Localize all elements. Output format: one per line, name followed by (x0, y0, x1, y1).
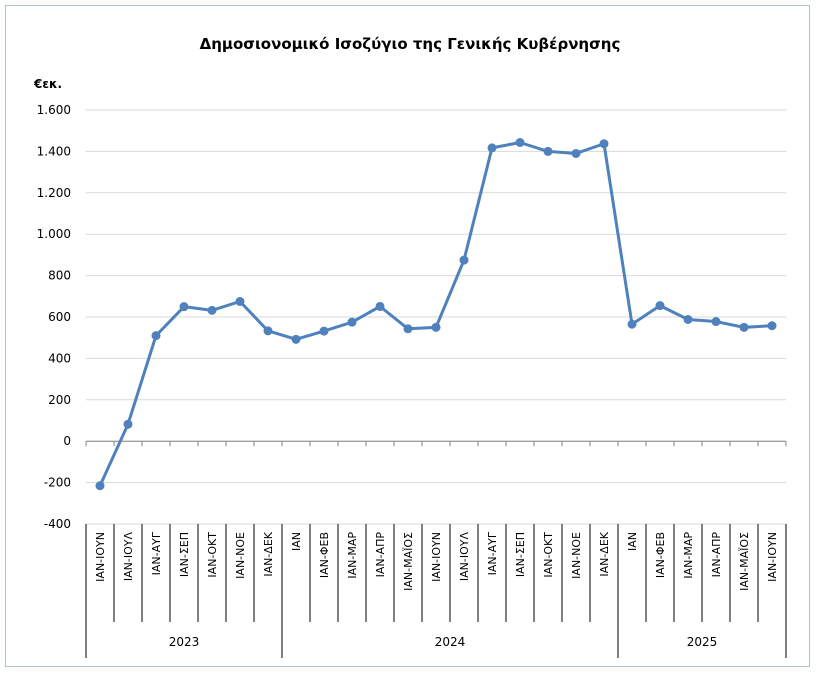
y-axis-unit-label: €εκ. (33, 77, 62, 91)
y-tick-label: 1.200 (37, 186, 71, 200)
x-tick-label: ΙΑΝ-ΙΟΥΛ (122, 532, 135, 582)
x-tick-label: ΙΑΝ-ΙΟΥΝ (766, 532, 779, 582)
data-point (235, 296, 245, 306)
x-tick-label: ΙΑΝ-ΔΕΚ (262, 531, 275, 576)
x-tick-label: ΙΑΝ-ΑΠΡ (374, 532, 387, 578)
x-tick-label: ΙΑΝ (626, 532, 639, 551)
data-point (207, 305, 217, 315)
x-tick-label: ΙΑΝ-ΝΟΕ (234, 532, 247, 579)
year-label: 2023 (169, 635, 200, 649)
data-point (123, 419, 133, 429)
data-point (95, 481, 105, 491)
data-point (431, 322, 441, 332)
y-tick-label: 600 (48, 310, 71, 324)
data-point (179, 302, 189, 312)
y-tick-label: 400 (48, 351, 71, 365)
data-point (543, 146, 553, 156)
data-point (599, 139, 609, 149)
x-tick-label: ΙΑΝ-ΜΑΪΟΣ (402, 532, 415, 591)
y-axis-ticks: -400 -200 0 200 400 600 800 1.000 1.200 1.400 1.60… (37, 103, 71, 531)
data-point (487, 143, 497, 153)
x-tick-label: ΙΑΝ-ΜΑΪΟΣ (738, 532, 751, 591)
y-tick-label: 1.600 (37, 103, 71, 117)
chart-title: Δημοσιονομικό Ισοζύγιο της Γενικής Κυβέρ… (200, 35, 621, 53)
x-tick-label: ΙΑΝ-ΙΟΥΝ (430, 532, 443, 582)
y-tick-label: 200 (48, 393, 71, 407)
x-tick-label: ΙΑΝ-ΝΟΕ (570, 532, 583, 579)
data-point (459, 255, 469, 265)
x-tick-label: ΙΑΝ-ΑΥΓ (486, 531, 499, 575)
x-tick-label: ΙΑΝ-ΦΕΒ (654, 532, 667, 578)
data-point (375, 301, 385, 311)
data-point (655, 301, 665, 311)
x-tick-label: ΙΑΝ-ΔΕΚ (598, 531, 611, 576)
data-point (739, 322, 749, 332)
series-line (98, 140, 773, 487)
x-tick-label: ΙΑΝ-ΟΚΤ (542, 532, 555, 578)
year-label: 2025 (687, 635, 718, 649)
data-point (291, 334, 301, 344)
data-point (403, 324, 413, 334)
y-tick-label: 0 (63, 434, 71, 448)
data-point (263, 326, 273, 336)
x-tick-label: ΙΑΝ-ΦΕΒ (318, 532, 331, 578)
x-tick-label: ΙΑΝ-ΑΥΓ (150, 531, 163, 575)
data-point (683, 314, 693, 324)
data-point (767, 321, 777, 331)
x-tick-label: ΙΑΝ-ΣΕΠ (178, 532, 191, 577)
data-point (571, 148, 581, 158)
y-tick-label: -200 (44, 476, 71, 490)
x-tick-label: ΙΑΝ (290, 532, 303, 551)
x-tick-label: ΙΑΝ-ΜΑΡ (346, 532, 359, 579)
gridlines (86, 109, 786, 525)
x-tick-label: ΙΑΝ-ΜΑΡ (682, 532, 695, 579)
y-tick-label: -400 (44, 517, 71, 531)
x-tick-label: ΙΑΝ-ΙΟΥΝ (94, 532, 107, 582)
year-label: 2024 (435, 635, 466, 649)
data-point (515, 137, 525, 147)
x-axis: 2023 2024 2025 ΙΑΝ-ΙΟΥΝ ΙΑΝ-ΙΟΥΛ ΙΑΝ-ΑΥΓ ΙΑΝ-Σ… (85, 440, 787, 658)
x-tick-label: ΙΑΝ-ΣΕΠ (514, 532, 527, 577)
x-tick-label: ΙΑΝ-ΟΚΤ (206, 532, 219, 578)
data-point (711, 317, 721, 327)
x-tick-label: ΙΑΝ-ΑΠΡ (710, 532, 723, 578)
y-tick-label: 800 (48, 269, 71, 283)
x-tick-label: ΙΑΝ-ΙΟΥΛ (458, 532, 471, 582)
data-point (627, 319, 637, 329)
data-point (347, 317, 357, 327)
chart-frame (5, 5, 810, 667)
y-tick-label: 1.400 (37, 144, 71, 158)
data-point (319, 326, 329, 336)
data-series (95, 137, 777, 491)
y-tick-label: 1.000 (37, 227, 71, 241)
data-point (151, 331, 161, 341)
